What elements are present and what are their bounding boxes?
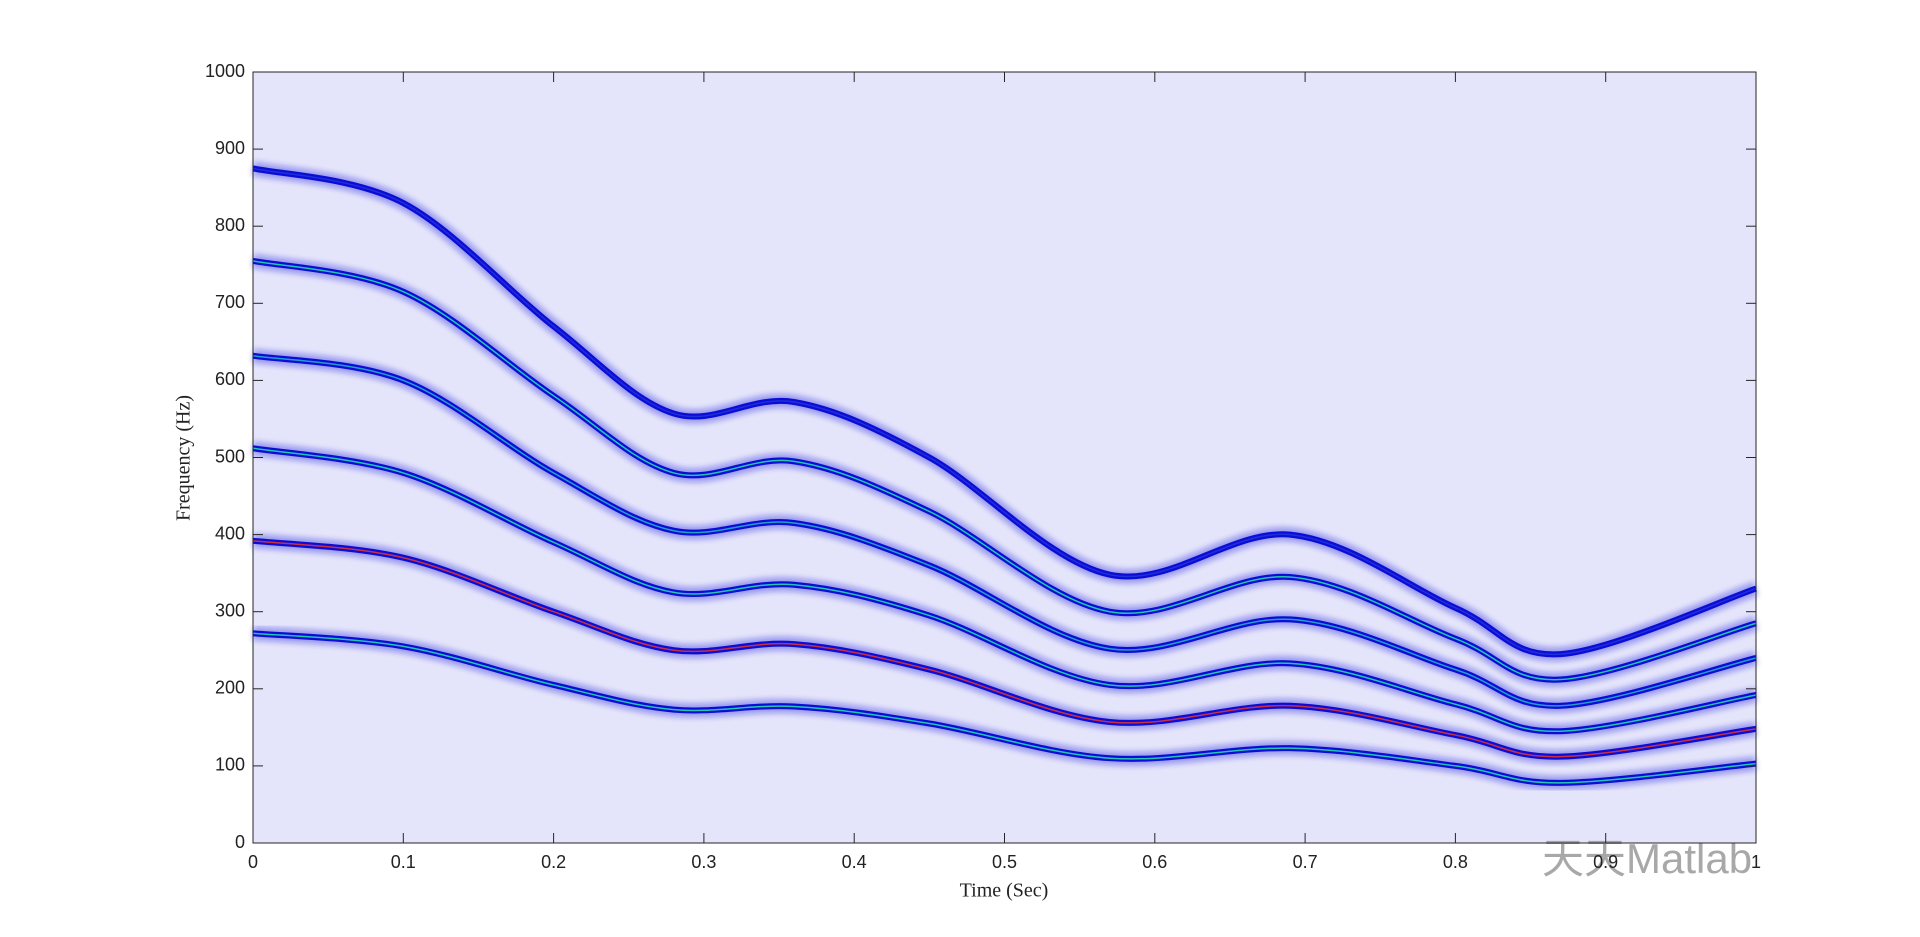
x-tick-label: 0.1 <box>391 852 416 872</box>
y-tick-label: 700 <box>215 292 245 312</box>
x-tick-label: 0.4 <box>842 852 867 872</box>
x-tick-label: 0.2 <box>541 852 566 872</box>
x-tick-label: 0.5 <box>992 852 1017 872</box>
x-tick-label: 0.9 <box>1593 852 1618 872</box>
ridge-core <box>252 354 1757 707</box>
y-tick-label: 900 <box>215 138 245 158</box>
ridge-core <box>252 540 1757 758</box>
ridge-core <box>252 632 1757 784</box>
y-tick-label: 0 <box>235 832 245 852</box>
y-tick-label: 200 <box>215 678 245 698</box>
x-tick-label: 1 <box>1751 852 1761 872</box>
plot-background <box>253 72 1756 843</box>
plot-area <box>251 72 1759 843</box>
y-tick-label: 1000 <box>205 61 245 81</box>
ridge-core <box>252 260 1757 681</box>
watermark: 天天Matlab <box>1542 835 1752 882</box>
ridge-core <box>252 447 1757 732</box>
y-tick-label: 300 <box>215 600 245 620</box>
ridge-core <box>252 167 1757 656</box>
y-tick-label: 500 <box>215 446 245 466</box>
y-tick-label: 400 <box>215 523 245 543</box>
x-axis-label: Time (Sec) <box>960 880 1049 902</box>
y-tick-label: 800 <box>215 215 245 235</box>
y-axis-label: Frequency (Hz) <box>173 395 195 521</box>
x-tick-label: 0.6 <box>1142 852 1167 872</box>
x-tick-label: 0 <box>248 852 258 872</box>
y-tick-label: 100 <box>215 755 245 775</box>
x-tick-label: 0.8 <box>1443 852 1468 872</box>
x-tick-label: 0.7 <box>1293 852 1318 872</box>
x-tick-label: 0.3 <box>691 852 716 872</box>
y-tick-label: 600 <box>215 369 245 389</box>
